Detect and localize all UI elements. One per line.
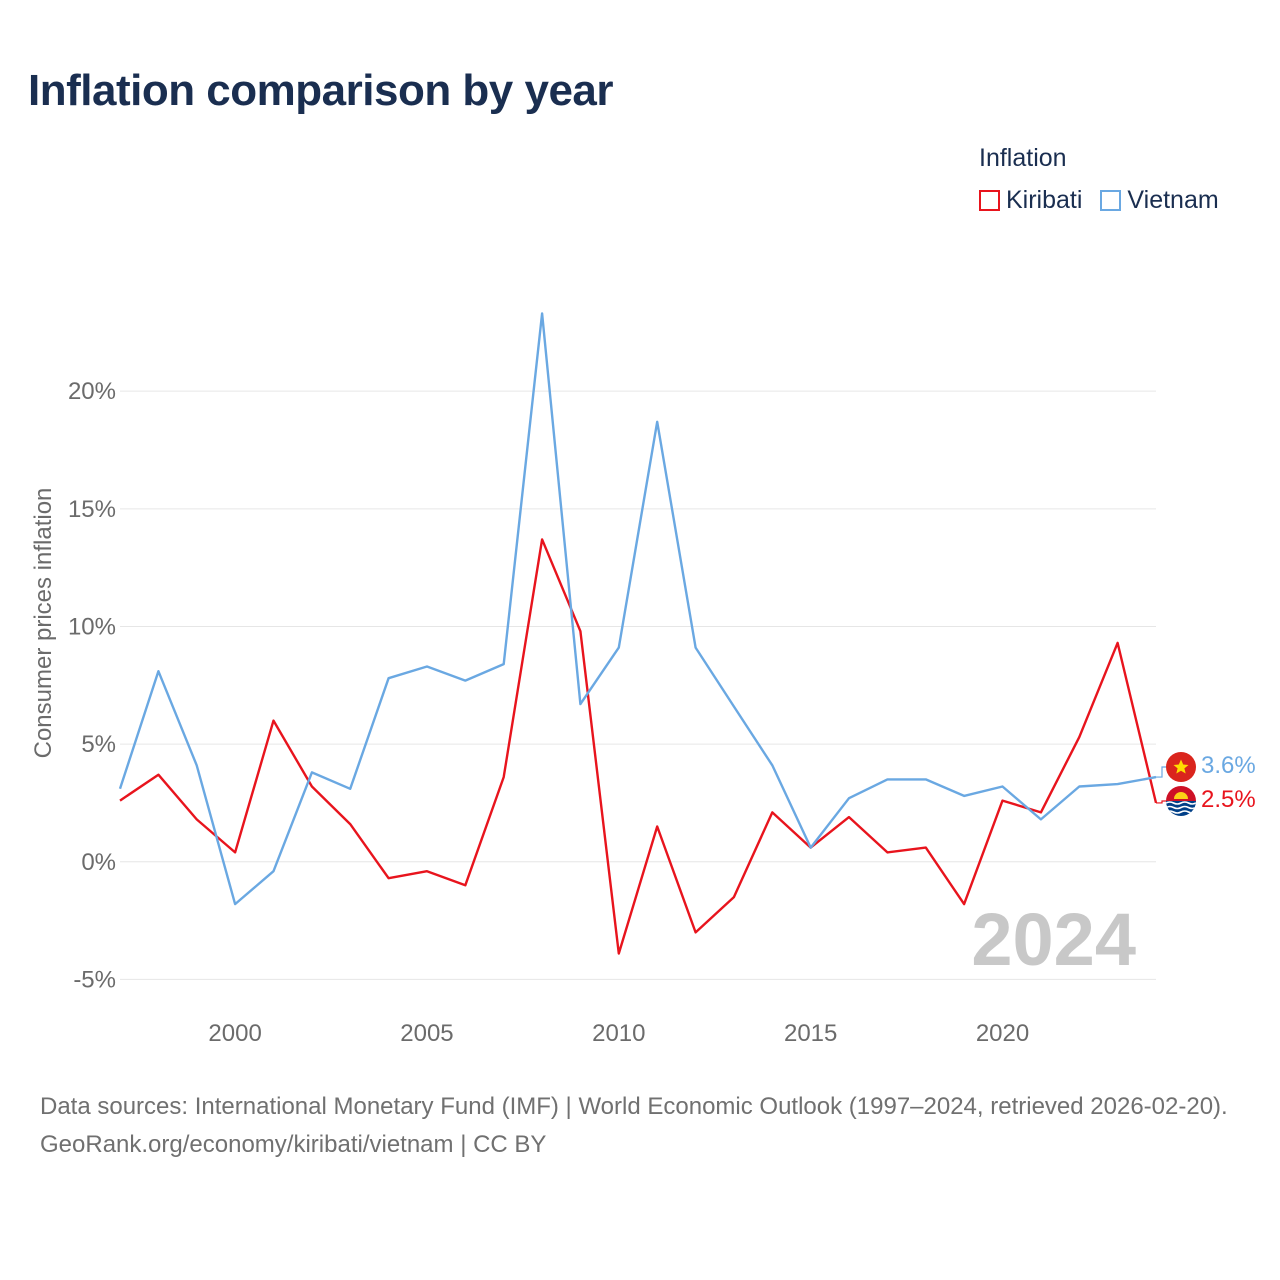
legend-swatch-vietnam — [1100, 190, 1122, 211]
inflation-line-chart: -5% 0% 5% 10% 15% 20% 2000 2005 2010 2015 2020 Co… — [30, 312, 1256, 1047]
kiribati-end-label: 2.5% — [1201, 786, 1256, 813]
y-tick-label: -5% — [73, 966, 116, 993]
y-tick-label: 5% — [81, 731, 116, 758]
x-tick-label: 2020 — [976, 1020, 1029, 1047]
x-tick-label: 2000 — [208, 1020, 261, 1047]
end-connector-vietnam — [1156, 766, 1166, 778]
legend-title: Inflation — [979, 144, 1067, 172]
y-tick-label: 10% — [68, 613, 116, 640]
end-markers: 3.6% 2.5% — [1166, 752, 1256, 816]
x-tick-label: 2010 — [592, 1020, 645, 1047]
end-connector-kiribati — [1156, 800, 1166, 804]
credit-link[interactable]: GeoRank.org/economy/kiribati/vietnam | C… — [40, 1131, 547, 1158]
legend-item-vietnam[interactable]: Vietnam — [1100, 186, 1219, 215]
y-axis-ticks: -5% 0% 5% 10% 15% 20% — [68, 378, 116, 993]
y-axis-label: Consumer prices inflation — [30, 488, 57, 759]
y-tick-label: 20% — [68, 378, 116, 405]
x-tick-label: 2015 — [784, 1020, 837, 1047]
legend-label-vietnam: Vietnam — [1127, 186, 1219, 214]
legend-item-kiribati[interactable]: Kiribati — [979, 186, 1082, 215]
y-tick-label: 15% — [68, 496, 116, 523]
x-axis-ticks: 2000 2005 2010 2015 2020 — [208, 1020, 1029, 1047]
vietnam-flag-icon — [1166, 752, 1196, 782]
legend: Kiribati Vietnam — [979, 186, 1219, 215]
grid-lines — [120, 390, 1156, 980]
series-lines — [118, 312, 1166, 955]
year-watermark: 2024 — [971, 898, 1136, 981]
legend-swatch-kiribati — [979, 190, 1000, 211]
y-tick-label: 0% — [81, 849, 116, 876]
data-sources: Data sources: International Monetary Fun… — [40, 1093, 1228, 1120]
legend-label-kiribati: Kiribati — [1006, 186, 1083, 214]
kiribati-flag-icon — [1166, 786, 1196, 816]
series-line-kiribati[interactable] — [119, 538, 1158, 955]
footer: Data sources: International Monetary Fun… — [40, 1088, 1250, 1164]
vietnam-end-label: 3.6% — [1201, 752, 1256, 779]
chart-title: Inflation comparison by year — [28, 66, 614, 115]
x-tick-label: 2005 — [400, 1020, 453, 1047]
series-line-vietnam[interactable] — [118, 312, 1157, 906]
